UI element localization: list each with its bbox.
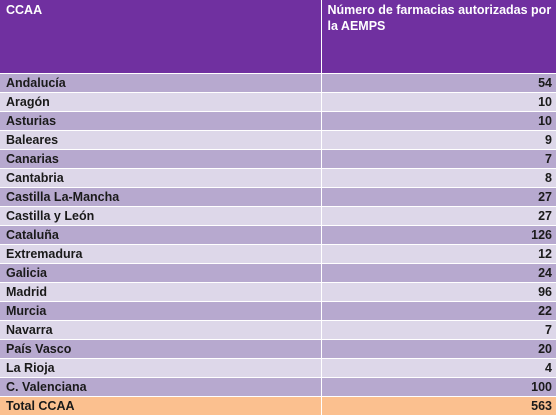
pharmacy-count-cell: 7 [321,320,556,340]
pharmacy-count-cell: 27 [321,206,556,226]
ccaa-name-cell: Madrid [0,282,322,302]
ccaa-name-cell: Extremadura [0,244,322,264]
table-row: Madrid 96 [0,282,556,302]
ccaa-name-cell: Aragón [0,92,322,112]
ccaa-name-cell: La Rioja [0,358,322,378]
pharmacy-count-cell: 54 [321,73,556,93]
pharmacy-count-cell: 9 [321,130,556,150]
table-row: Murcia 22 [0,301,556,321]
ccaa-name-cell: Galicia [0,263,322,283]
ccaa-name-cell: Baleares [0,130,322,150]
pharmacy-count-cell: 12 [321,244,556,264]
table-row: La Rioja 4 [0,358,556,378]
ccaa-name-cell: Cataluña [0,225,322,245]
table-header: CCAA Número de farmacias autorizadas por… [0,0,556,74]
pharmacy-count-cell: 7 [321,149,556,169]
header-ccaa: CCAA [0,0,322,74]
ccaa-name-cell: Andalucía [0,73,322,93]
table-row: Castilla La-Mancha 27 [0,187,556,207]
table-row: Aragón 10 [0,92,556,112]
total-label: Total CCAA [0,396,322,416]
ccaa-name-cell: Murcia [0,301,322,321]
total-value: 563 [321,396,556,416]
ccaa-name-cell: Castilla y León [0,206,322,226]
table-row: Andalucía 54 [0,73,556,93]
table-row: Canarias 7 [0,149,556,169]
table-row: Galicia 24 [0,263,556,283]
pharmacy-count-cell: 22 [321,301,556,321]
ccaa-name-cell: Navarra [0,320,322,340]
table-footer: Total CCAA 563 [0,396,556,416]
ccaa-name-cell: Castilla La-Mancha [0,187,322,207]
total-row: Total CCAA 563 [0,396,556,416]
pharmacy-count-cell: 126 [321,225,556,245]
table-row: Cataluña 126 [0,225,556,245]
header-pharmacy-count: Número de farmacias autorizadas por la A… [321,0,556,74]
pharmacy-count-cell: 96 [321,282,556,302]
pharmacy-count-cell: 10 [321,92,556,112]
table-row: Baleares 9 [0,130,556,150]
pharmacy-count-cell: 100 [321,377,556,397]
pharmacy-count-cell: 27 [321,187,556,207]
pharmacy-count-cell: 4 [321,358,556,378]
pharmacy-count-cell: 24 [321,263,556,283]
table-body: Andalucía 54 Aragón 10 Asturias 10 Baleares 9 Ca… [0,73,556,397]
table-row: Cantabria 8 [0,168,556,188]
ccaa-name-cell: País Vasco [0,339,322,359]
pharmacy-count-cell: 8 [321,168,556,188]
ccaa-name-cell: Asturias [0,111,322,131]
pharmacy-count-cell: 20 [321,339,556,359]
pharmacy-count-cell: 10 [321,111,556,131]
table-row: Castilla y León 27 [0,206,556,226]
table-row: País Vasco 20 [0,339,556,359]
ccaa-name-cell: C. Valenciana [0,377,322,397]
table-row: Asturias 10 [0,111,556,131]
table-row: C. Valenciana 100 [0,377,556,397]
table-row: Extremadura 12 [0,244,556,264]
ccaa-name-cell: Canarias [0,149,322,169]
table-row: Navarra 7 [0,320,556,340]
ccaa-name-cell: Cantabria [0,168,322,188]
header-row: CCAA Número de farmacias autorizadas por… [0,0,556,74]
